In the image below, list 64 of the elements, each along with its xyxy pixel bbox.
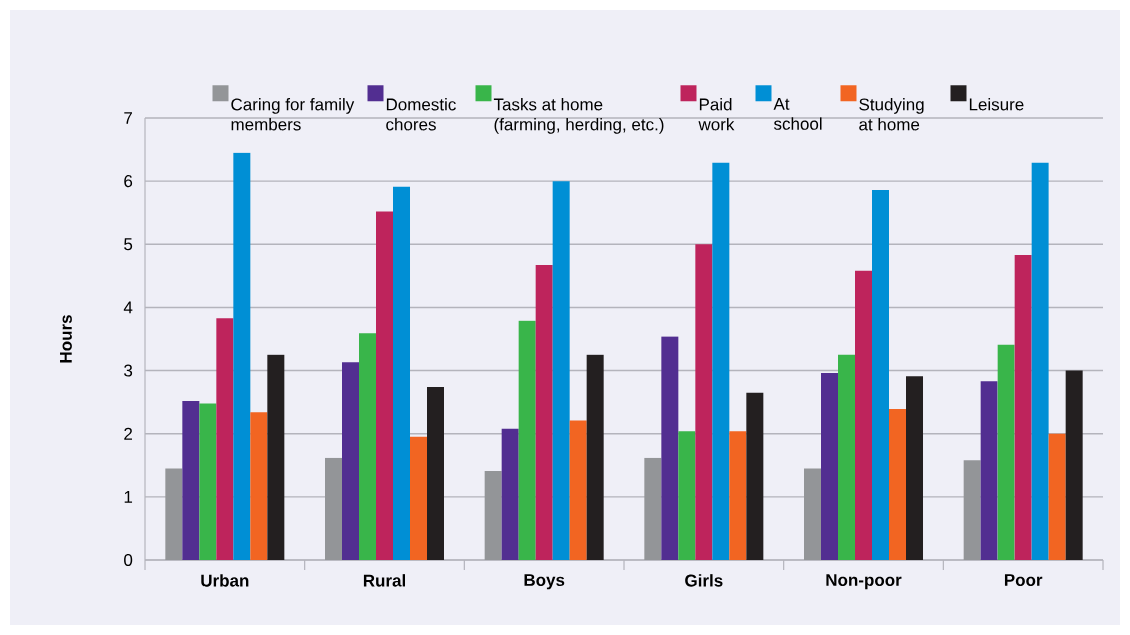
y-tick-label: 2 bbox=[124, 427, 133, 440]
bar bbox=[678, 431, 696, 560]
bar bbox=[552, 181, 570, 560]
bar bbox=[182, 400, 200, 560]
bar bbox=[325, 457, 342, 560]
bar bbox=[518, 320, 536, 560]
bar bbox=[165, 468, 183, 560]
bar bbox=[586, 354, 604, 560]
bar bbox=[484, 470, 502, 560]
bar bbox=[963, 460, 981, 560]
x-tick-label: Non-poor bbox=[826, 574, 902, 590]
bar bbox=[216, 318, 234, 560]
legend-label: At school bbox=[773, 97, 822, 130]
y-tick-label: 1 bbox=[124, 491, 133, 503]
bar bbox=[199, 403, 217, 560]
bar bbox=[376, 211, 393, 560]
legend-label: Tasks at home (farming, herding, etc.) bbox=[493, 98, 664, 134]
bar bbox=[821, 373, 839, 560]
legend-label: Caring for family members bbox=[231, 98, 355, 131]
bar bbox=[695, 244, 713, 560]
legend-label: Paid work bbox=[698, 98, 735, 131]
bar bbox=[644, 457, 662, 560]
legend-label: Leisure bbox=[969, 98, 1024, 111]
x-tick-label: Girls bbox=[685, 574, 723, 587]
bar bbox=[1014, 255, 1032, 560]
bar bbox=[1048, 433, 1066, 560]
bar bbox=[501, 428, 519, 560]
bar bbox=[342, 362, 359, 560]
bar bbox=[233, 152, 251, 560]
bar bbox=[746, 392, 764, 560]
bar bbox=[393, 186, 410, 560]
y-tick-label: 6 bbox=[124, 175, 133, 188]
y-tick-label: 5 bbox=[124, 238, 133, 251]
y-tick-label: 0 bbox=[124, 553, 133, 567]
bar bbox=[661, 336, 679, 560]
bar bbox=[267, 354, 285, 560]
bar bbox=[804, 468, 822, 560]
bar bbox=[1065, 370, 1083, 560]
bar bbox=[906, 376, 924, 560]
bar bbox=[997, 344, 1015, 560]
y-tick-label: 7 bbox=[124, 112, 133, 124]
bar bbox=[535, 265, 553, 560]
bar bbox=[569, 420, 587, 560]
x-tick-label: Boys bbox=[524, 574, 565, 590]
x-tick-label: Urban bbox=[201, 574, 249, 587]
legend-label: Domestic chores bbox=[386, 98, 456, 131]
bar bbox=[427, 386, 444, 560]
bar bbox=[712, 162, 730, 560]
bar bbox=[410, 436, 428, 560]
y-axis-title: Hours bbox=[60, 315, 72, 363]
bar bbox=[1031, 162, 1049, 560]
legend-label: Studying at home bbox=[859, 98, 924, 131]
y-tick-label: 3 bbox=[124, 364, 133, 377]
bar bbox=[872, 189, 890, 560]
bar bbox=[359, 333, 376, 560]
x-tick-label: Rural bbox=[363, 574, 406, 587]
x-tick-label: Poor bbox=[1004, 574, 1043, 586]
y-tick-label: 4 bbox=[123, 301, 133, 314]
bar bbox=[980, 381, 998, 560]
bar bbox=[729, 431, 747, 560]
bar bbox=[838, 354, 856, 560]
bar bbox=[855, 270, 873, 560]
bar bbox=[250, 412, 268, 560]
bar bbox=[889, 409, 907, 560]
